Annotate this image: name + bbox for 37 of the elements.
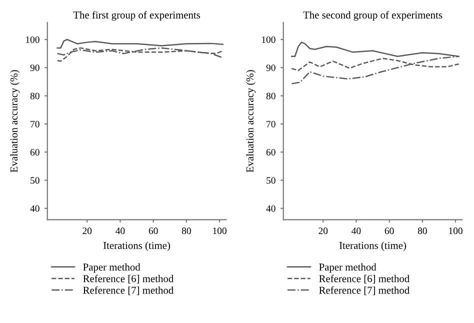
x-tick-label: 40 xyxy=(352,228,361,234)
x-tick-label: 20 xyxy=(82,228,92,234)
y-tick-label: 70 xyxy=(266,120,276,128)
line-series xyxy=(56,47,224,62)
y-tick-label: 40 xyxy=(30,205,40,212)
legend-label: Paper method xyxy=(319,263,376,273)
x-tick-label: 100 xyxy=(213,228,226,234)
x-axis-title: Iterations (time) xyxy=(339,242,406,252)
y-tick-label: 90 xyxy=(266,64,276,72)
legend-label: Reference [6] method xyxy=(319,274,410,284)
legend-label: Paper method xyxy=(83,263,140,273)
y-tick-label: 80 xyxy=(30,92,40,100)
y-tick-label: 50 xyxy=(30,177,40,184)
legend-label: Reference [7] method xyxy=(319,286,410,296)
x-tick-label: 40 xyxy=(116,228,125,234)
y-tick-label: 40 xyxy=(266,205,276,212)
y-tick-label: 80 xyxy=(266,92,276,100)
chart-title: The second group of experiments xyxy=(303,11,442,21)
y-tick-label: 70 xyxy=(30,120,40,128)
legend-label: Reference [6] method xyxy=(83,274,174,284)
y-tick-label: 100 xyxy=(26,36,40,43)
y-axis-title: Evaluation accuracy (%) xyxy=(10,70,20,172)
y-tick-label: 100 xyxy=(262,36,276,43)
x-tick-label: 60 xyxy=(148,228,158,234)
x-axis-title: Iterations (time) xyxy=(103,242,170,252)
legend-label: Reference [7] method xyxy=(83,286,174,296)
chart-title: The first group of experiments xyxy=(73,11,200,21)
x-tick-label: 60 xyxy=(384,228,394,234)
y-axis-title: Evaluation accuracy (%) xyxy=(246,70,256,172)
y-tick-label: 90 xyxy=(30,64,40,72)
y-tick-label: 50 xyxy=(266,177,276,184)
x-tick-label: 80 xyxy=(418,228,427,234)
y-tick-label: 60 xyxy=(266,148,276,156)
x-tick-label: 20 xyxy=(318,228,328,234)
y-tick-label: 60 xyxy=(30,148,40,156)
x-tick-label: 100 xyxy=(449,228,462,234)
x-tick-label: 80 xyxy=(182,228,191,234)
